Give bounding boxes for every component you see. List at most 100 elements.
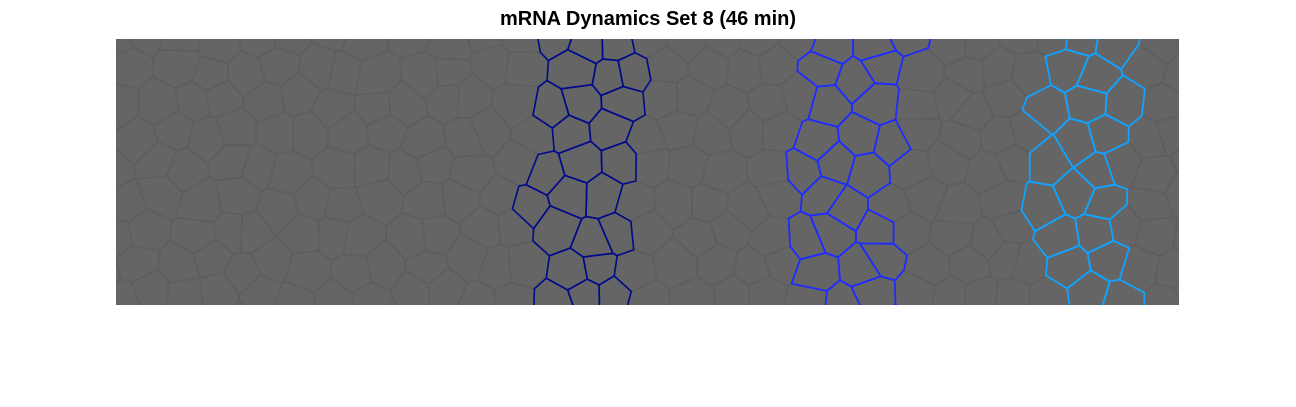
highlighted-cell — [585, 171, 624, 220]
cell-outline — [653, 178, 694, 232]
highlighted-cell — [854, 208, 895, 245]
highlighted-cell — [588, 107, 635, 152]
cell-outline — [353, 91, 392, 127]
highlighted-cell — [566, 39, 604, 65]
cell-outline — [186, 115, 226, 166]
highlighted-cell — [1051, 166, 1097, 220]
highlighted-cell — [596, 211, 635, 257]
cell-outline — [215, 105, 258, 146]
highlighted-cell — [846, 151, 892, 199]
highlighted-cell — [850, 82, 900, 127]
cell-outline — [468, 43, 510, 92]
cell-outline — [354, 178, 405, 227]
cell-outline — [894, 118, 943, 153]
cell-outline — [238, 273, 283, 305]
cell-outline — [310, 146, 357, 190]
highlighted-cell — [1021, 84, 1071, 136]
cell-outline — [174, 175, 223, 223]
cell-outline — [267, 150, 314, 196]
cell-outline — [995, 277, 1031, 305]
cell-outline — [1028, 274, 1071, 305]
cell-outline — [232, 300, 248, 305]
cell-outline — [933, 181, 984, 226]
highlighted-cell — [872, 118, 912, 168]
cell-outline — [313, 276, 354, 305]
cell-outline — [469, 104, 513, 159]
cell-outline — [168, 216, 217, 255]
cell-outline — [388, 79, 430, 128]
cell-outline — [948, 91, 995, 132]
cell-outline — [1138, 39, 1179, 66]
cell-outline — [1155, 115, 1179, 158]
highlighted-cell — [825, 183, 869, 233]
highlighted-cell — [889, 39, 932, 58]
cell-outline — [634, 147, 672, 189]
cell-outline — [238, 39, 277, 59]
stripe-dark-blue-cells — [511, 39, 652, 305]
cell-outline — [279, 70, 322, 117]
cell-outline — [255, 187, 300, 238]
cell-outline — [712, 273, 751, 305]
cell-outline — [241, 80, 287, 124]
highlighted-cell — [566, 278, 601, 305]
cell-outline — [329, 253, 373, 295]
cell-outline — [642, 79, 678, 121]
cell-outline — [283, 250, 332, 294]
cell-outline — [457, 205, 502, 250]
cell-outline — [1154, 246, 1179, 289]
cell-outline — [174, 80, 211, 123]
cell-outline — [273, 280, 316, 305]
highlighted-cell — [1020, 180, 1067, 233]
highlighted-cell — [545, 247, 589, 291]
cell-outline — [927, 39, 967, 67]
cell-outline — [691, 182, 730, 224]
cell-outline — [240, 141, 278, 193]
cell-outline — [196, 39, 242, 64]
cell-outline — [205, 79, 245, 119]
cell-outline — [1141, 81, 1179, 123]
highlighted-cell — [785, 146, 823, 197]
cell-outline — [353, 143, 392, 189]
cell-outline — [165, 147, 212, 194]
cell-outline — [132, 140, 178, 180]
tissue-image-panel — [116, 39, 1179, 305]
cell-outline — [385, 211, 428, 261]
highlighted-cell — [1045, 244, 1092, 290]
cell-outline — [456, 279, 496, 305]
cell-outline — [447, 154, 497, 195]
cell-outline — [493, 281, 536, 305]
cell-outline — [212, 210, 243, 255]
cell-outline — [613, 248, 658, 293]
cell-outline — [342, 212, 388, 257]
cell-outline — [925, 138, 971, 187]
cell-outline — [989, 209, 1036, 245]
highlighted-cell — [1028, 133, 1075, 187]
cell-outline — [116, 47, 154, 90]
highlighted-cell — [560, 83, 603, 125]
cell-outline — [130, 268, 170, 305]
cell-outline — [928, 219, 976, 258]
cell-outline — [668, 276, 717, 305]
cell-outline — [754, 179, 803, 220]
cell-network-image — [116, 39, 1179, 305]
cell-outline — [779, 70, 819, 123]
highlighted-cell — [1104, 73, 1146, 128]
highlighted-cell — [1082, 183, 1129, 221]
cell-outline — [963, 275, 998, 305]
highlighted-cell — [600, 85, 646, 123]
highlighted-cell — [837, 240, 883, 288]
cell-outline — [340, 39, 391, 63]
cell-outline — [444, 232, 489, 284]
cell-outline — [930, 274, 967, 305]
cell-outline — [777, 39, 817, 62]
highlighted-cell — [850, 275, 897, 305]
cell-outline — [1172, 218, 1179, 252]
cell-outline — [993, 144, 1031, 185]
cell-outline — [310, 87, 357, 131]
cell-outline — [206, 144, 253, 182]
cell-outline — [676, 73, 716, 118]
cell-outline — [240, 208, 278, 255]
cell-outline — [257, 46, 301, 87]
highlighted-cell — [1094, 39, 1141, 71]
cell-outline — [192, 238, 235, 279]
